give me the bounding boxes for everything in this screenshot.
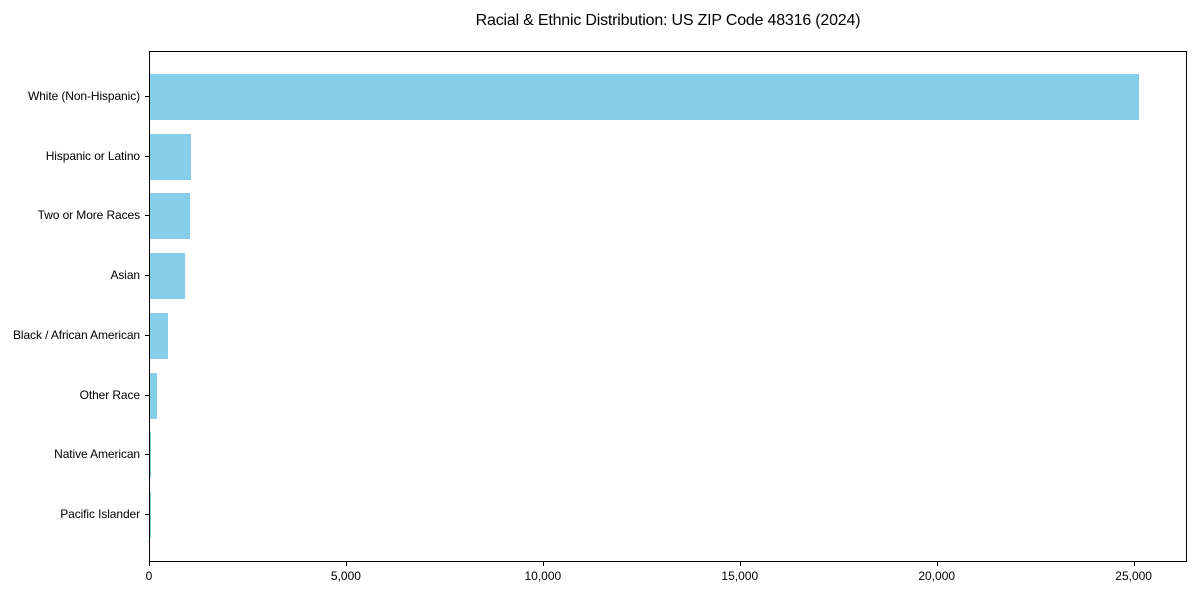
x-tick-mark [542,562,544,566]
chart-title: Racial & Ethnic Distribution: US ZIP Cod… [475,12,861,29]
bar-hispanic-or-latino [150,133,191,180]
y-tick-mark [145,513,149,515]
y-tick-label-hispanic-or-latino: Hispanic or Latino [45,148,140,163]
y-tick-mark [145,155,149,157]
y-tick-label-asian: Asian [110,268,140,283]
x-tick-label-5000: 5,000 [330,569,361,583]
y-tick-label-two-or-more-races: Two or More Races [37,208,140,223]
x-tick-mark [1133,562,1135,566]
y-tick-label-black-african-american: Black / African American [13,327,140,342]
bar-asian [150,253,185,300]
y-tick-mark [145,275,149,277]
x-tick-label-0: 0 [145,569,153,583]
bar-white-non-hispanic [150,74,1139,120]
y-tick-label-white-non-hispanic: White (Non-Hispanic) [27,89,140,103]
bar-two-or-more-races [150,193,190,240]
y-tick-mark [145,96,149,97]
x-tick-mark [149,562,150,566]
x-tick-label-10000: 10,000 [524,569,562,583]
bar-other-race [150,372,157,419]
x-tick-mark [936,562,938,566]
x-tick-label-15000: 15,000 [721,569,759,583]
bar-native-american [150,432,151,479]
plot-area [149,51,1187,562]
y-tick-mark [145,334,149,336]
y-tick-mark [145,454,149,456]
x-tick-mark [739,562,741,566]
y-tick-mark [145,215,149,217]
x-tick-mark [345,562,347,566]
bar-black-african-american [150,312,168,359]
y-tick-label-other-race: Other Race [79,387,140,402]
y-tick-label-pacific-islander: Pacific Islander [60,506,140,521]
x-tick-label-25000: 25,000 [1115,569,1152,583]
y-tick-label-native-american: Native American [54,447,140,462]
x-tick-label-20000: 20,000 [918,569,956,583]
y-tick-mark [145,394,149,396]
